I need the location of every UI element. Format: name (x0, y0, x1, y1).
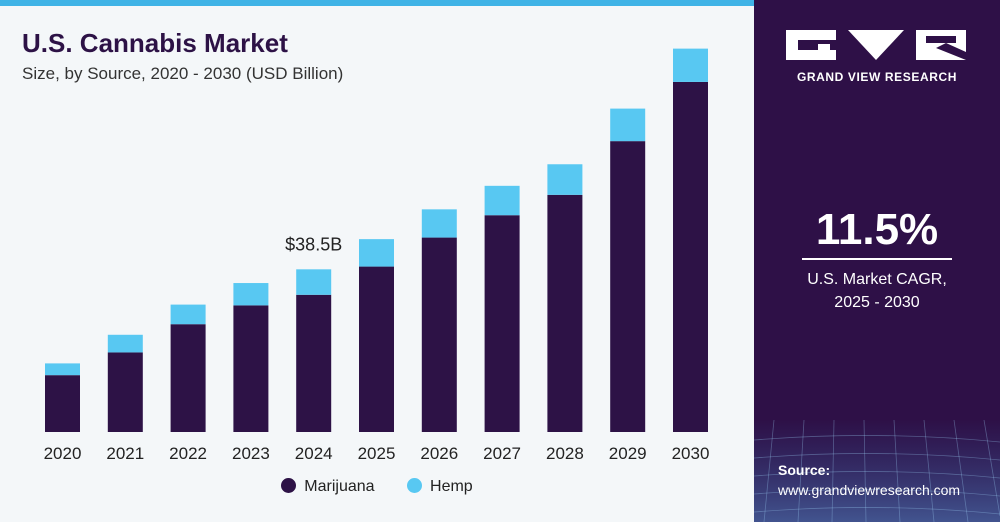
chart-title: U.S. Cannabis Market (22, 28, 288, 58)
x-tick-label-2020: 2020 (44, 444, 82, 463)
cagr-label-line1: U.S. Market CAGR, (807, 271, 947, 288)
legend-swatch-marijuana (281, 478, 297, 493)
bar-hemp-2029 (610, 108, 646, 142)
brand-name: GRAND VIEW RESEARCH (796, 70, 958, 84)
cagr-value: 11.5% (815, 205, 939, 254)
x-tick-label-2029: 2029 (609, 444, 647, 463)
cagr-label-line2: 2025 - 2030 (834, 294, 920, 311)
source-label: Source: (778, 462, 831, 478)
x-tick-label-2022: 2022 (169, 444, 207, 463)
bar-hemp-2028 (547, 164, 583, 195)
bar-hemp-2022 (170, 304, 206, 325)
bar-marijuana-2021 (107, 352, 143, 432)
x-tick-label-2028: 2028 (546, 444, 584, 463)
x-tick-label-2025: 2025 (358, 444, 396, 463)
bar-hemp-2023 (233, 283, 269, 306)
bar-marijuana-2020 (45, 375, 80, 432)
bar-marijuana-2029 (610, 141, 646, 433)
x-tick-label-2030: 2030 (672, 444, 710, 463)
x-tick-label-2027: 2027 (483, 444, 521, 463)
legend-swatch-hemp (407, 478, 423, 493)
chart-subtitle: Size, by Source, 2020 - 2030 (USD Billio… (22, 64, 344, 83)
grand-view-research-logo (786, 30, 966, 60)
x-tick-label-2023: 2023 (232, 444, 270, 463)
legend-label-marijuana: Marijuana (304, 478, 375, 495)
bar-hemp-2030 (673, 48, 708, 82)
bar-hemp-2025 (359, 239, 394, 267)
bar-marijuana-2025 (359, 266, 394, 432)
data-label-2024: $38.5B (285, 234, 342, 254)
sidebar-panel: GRAND VIEW RESEARCH 11.5% U.S. Market CA… (754, 0, 1000, 522)
decorative-grid-graphic (754, 420, 1000, 522)
x-tick-label-2024: 2024 (295, 444, 333, 463)
x-tick-label-2026: 2026 (420, 444, 458, 463)
legend: Marijuana Hemp (0, 478, 754, 496)
chart-panel: U.S. Cannabis Market Size, by Source, 20… (0, 0, 754, 522)
bar-hemp-2026 (421, 209, 457, 238)
bar-marijuana-2028 (547, 194, 583, 432)
x-tick-label-2021: 2021 (106, 444, 144, 463)
cagr-label: U.S. Market CAGR, 2025 - 2030 (754, 268, 1000, 314)
stacked-bar-chart: 2020 2021 2022 2023 2024 2025 2026 2027 2028 2029… (44, 48, 710, 463)
bar-hemp-2020 (45, 363, 80, 376)
legend-item-marijuana: Marijuana (281, 478, 375, 496)
bar-hemp-2021 (107, 334, 143, 353)
bar-marijuana-2027 (484, 215, 520, 432)
bar-marijuana-2023 (233, 305, 269, 432)
bar-marijuana-2022 (170, 324, 206, 432)
cagr-divider (802, 258, 952, 260)
bar-marijuana-2026 (421, 237, 457, 432)
top-accent-stripe (0, 0, 754, 6)
source-url[interactable]: www.grandviewresearch.com (778, 482, 961, 498)
legend-label-hemp: Hemp (430, 478, 473, 495)
bar-marijuana-2024 (296, 294, 332, 432)
bar-hemp-2027 (484, 185, 520, 216)
bar-hemp-2024 (296, 269, 332, 295)
legend-item-hemp: Hemp (407, 478, 473, 496)
bar-marijuana-2030 (673, 81, 708, 432)
